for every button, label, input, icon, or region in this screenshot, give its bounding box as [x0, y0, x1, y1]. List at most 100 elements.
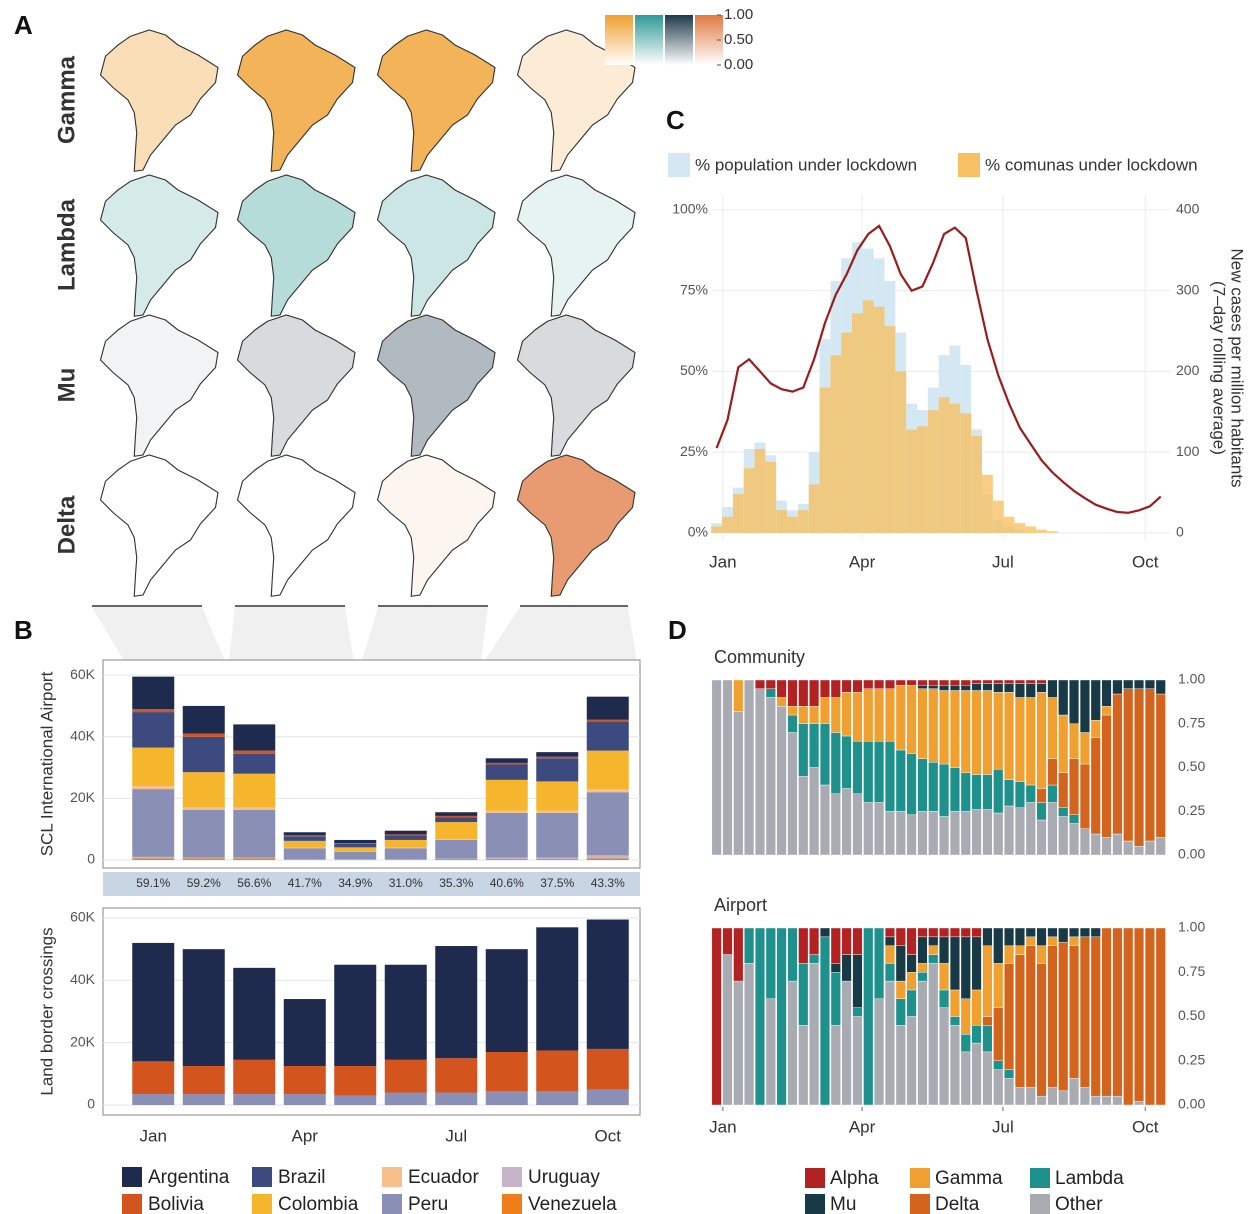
legend-label: Delta — [935, 1194, 980, 1214]
bar-segment — [928, 936, 939, 946]
x-tick-label: Jan — [709, 552, 736, 571]
bar-segment — [830, 697, 841, 733]
bar-segment — [852, 1007, 863, 1017]
legend-swatch — [252, 1167, 272, 1187]
bar-segment — [435, 822, 478, 840]
bar-segment — [1014, 697, 1025, 782]
bar-segment — [1090, 927, 1101, 938]
bar-segment — [334, 964, 377, 1067]
country-shape — [516, 454, 636, 597]
bar-segment — [435, 859, 478, 860]
y-tick-label: 100% — [672, 201, 708, 217]
bar-segment — [841, 692, 852, 737]
wedge — [92, 607, 228, 668]
bar-segment — [960, 811, 971, 856]
bar-segment — [798, 776, 809, 856]
share-label: 59.1% — [136, 876, 170, 890]
bar-segment — [928, 927, 939, 938]
bar-segment — [895, 945, 906, 982]
y2-axis-subtitle: (7–day rolling average) — [1210, 281, 1229, 455]
bar-segment — [960, 998, 971, 1035]
bar-segment — [132, 856, 175, 859]
legend-swatch — [122, 1167, 142, 1187]
bar-segment — [1004, 1069, 1015, 1079]
bar-segment — [1069, 679, 1080, 724]
lockdown-bar — [787, 516, 798, 533]
bar-segment — [765, 927, 776, 1000]
bar-segment — [939, 927, 950, 938]
bar-segment — [1025, 679, 1036, 684]
bar-segment — [1079, 679, 1090, 733]
bar-segment — [993, 1007, 1004, 1061]
y-tick-label: 60K — [70, 909, 96, 925]
bar-segment — [536, 859, 579, 860]
bar-segment — [1047, 1087, 1058, 1106]
bar-segment — [1123, 927, 1134, 1106]
bar-segment — [283, 836, 326, 841]
country-shape — [516, 314, 636, 457]
bar-segment — [939, 989, 950, 1008]
legend-label: Bolivia — [148, 1194, 204, 1214]
country-shape — [99, 29, 219, 172]
bar-segment — [906, 679, 917, 686]
bar-segment — [1014, 954, 1025, 1088]
bar-segment — [1079, 763, 1090, 829]
bar-segment — [1155, 927, 1166, 1106]
wedge — [480, 607, 638, 668]
bar-segment — [132, 786, 175, 790]
bar-segment — [928, 945, 939, 955]
bar-segment — [798, 679, 809, 707]
panel-label: D — [668, 615, 687, 645]
bar-segment — [852, 679, 863, 693]
bar-segment — [1058, 1090, 1069, 1106]
bar-segment — [939, 763, 950, 817]
bar-segment — [1025, 683, 1036, 698]
bar-segment — [435, 858, 478, 860]
lockdown-bar — [927, 410, 939, 533]
bar-segment — [283, 1094, 326, 1106]
bar-segment — [1025, 1087, 1036, 1106]
bar-segment — [819, 697, 830, 724]
bar-segment — [536, 1050, 579, 1091]
bar-segment — [939, 816, 950, 856]
bar-segment — [809, 963, 820, 1106]
x-tick-label: Jul — [992, 1117, 1014, 1136]
bar-segment — [1101, 837, 1112, 856]
bar-segment — [1004, 683, 1015, 693]
y-tick-label: 0.25 — [1178, 1051, 1205, 1067]
x-tick-label: Jul — [992, 552, 1014, 571]
bar-segment — [384, 835, 427, 840]
bar-segment — [1014, 1087, 1025, 1106]
bar-segment — [1112, 679, 1123, 695]
bar-segment — [536, 758, 579, 782]
bar-segment — [971, 774, 982, 810]
bar-segment — [1047, 679, 1058, 698]
bar-segment — [852, 741, 863, 794]
country-shape — [516, 174, 636, 317]
bar-segment — [1090, 679, 1101, 721]
bar-segment — [841, 980, 852, 1106]
legend-swatch — [1030, 1194, 1050, 1214]
country-shape — [99, 314, 219, 457]
bar-segment — [1025, 802, 1036, 856]
y2-axis-title: New cases per million habitants — [1228, 248, 1247, 487]
bar-segment — [1069, 723, 1080, 759]
lockdown-bar — [884, 326, 896, 533]
bar-segment — [841, 788, 852, 856]
bar-segment — [182, 857, 225, 859]
bar-segment — [754, 679, 765, 689]
bar-segment — [132, 747, 175, 787]
bar-segment — [949, 989, 960, 1017]
bar-segment — [586, 721, 629, 751]
bar-segment — [733, 980, 744, 1106]
bar-segment — [949, 811, 960, 856]
legend-swatch — [958, 153, 980, 177]
bar-segment — [895, 980, 906, 999]
y-tick-label: 0.25 — [1178, 802, 1205, 818]
bar-segment — [233, 1059, 276, 1095]
bar-segment — [798, 706, 809, 724]
bar-segment — [971, 927, 982, 938]
bar-segment — [1069, 814, 1080, 824]
bar-segment — [884, 963, 895, 982]
bar-segment — [830, 732, 841, 794]
